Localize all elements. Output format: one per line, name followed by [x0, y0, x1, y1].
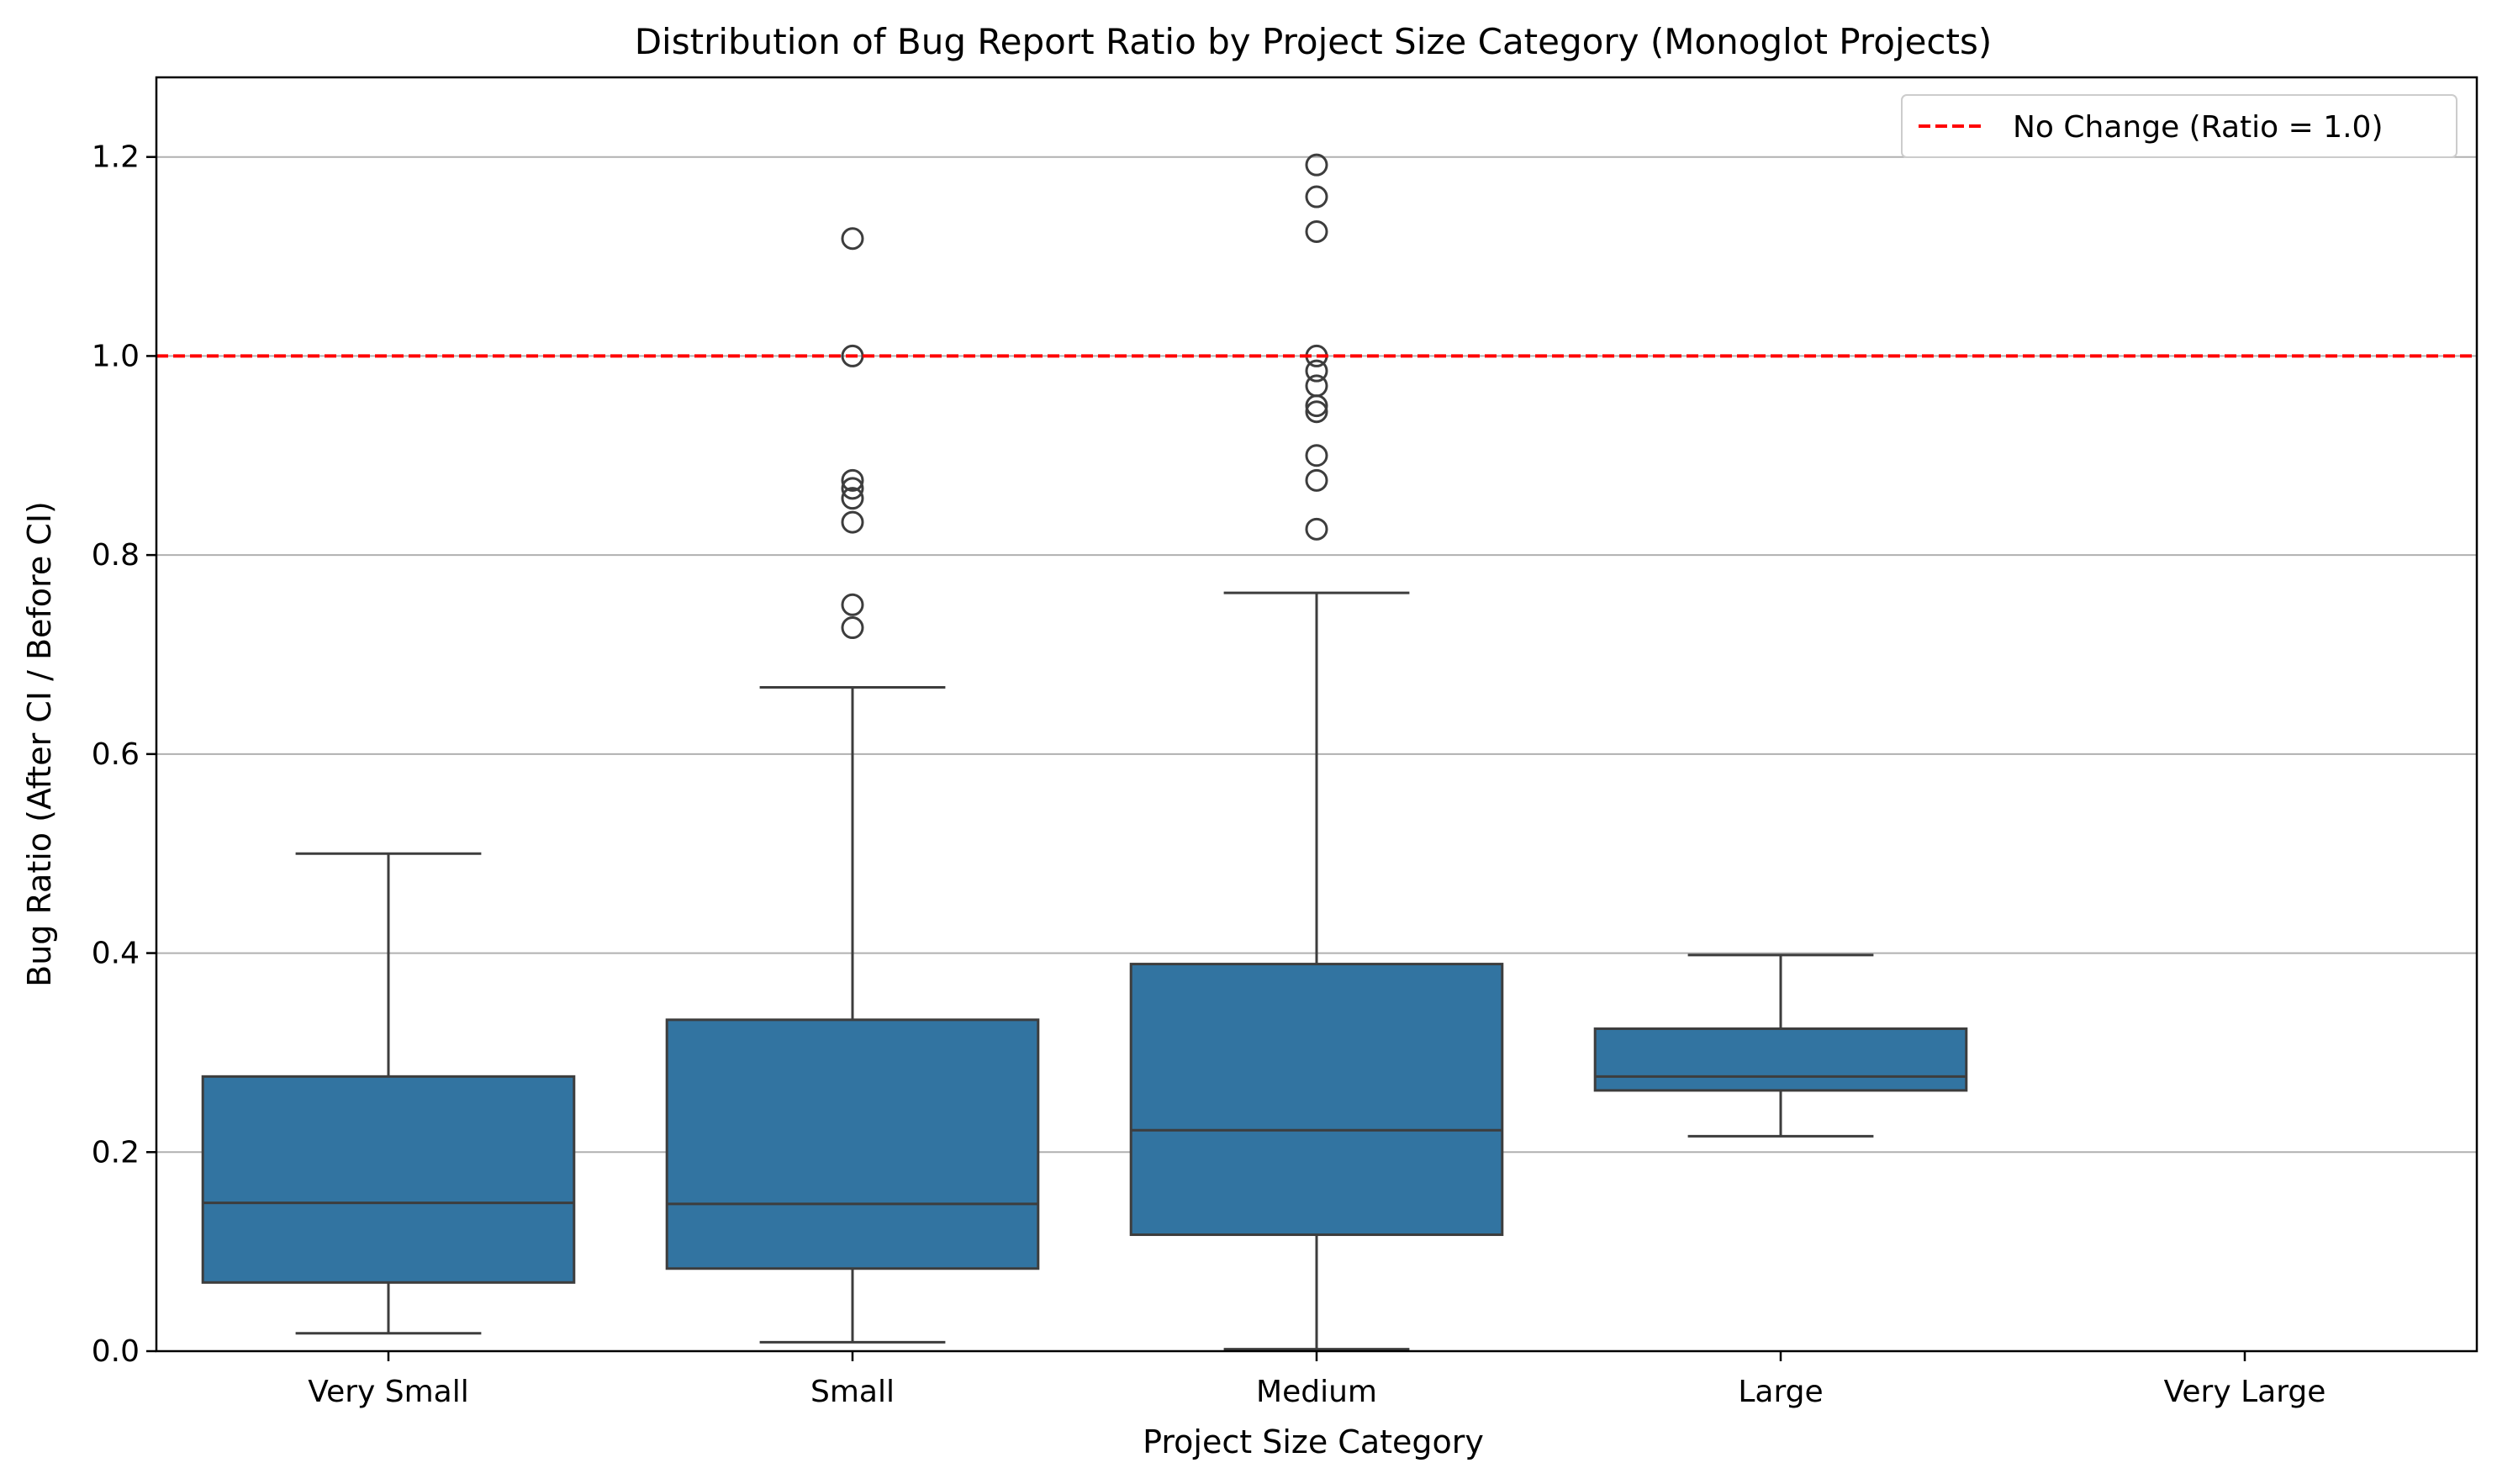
box-iqr [201, 1075, 576, 1284]
y-tick-label: 1.0 [92, 339, 140, 373]
box-iqr [665, 1018, 1040, 1270]
boxplot [201, 852, 576, 1335]
legend-label: No Change (Ratio = 1.0) [2013, 110, 2384, 145]
boxplot [1129, 153, 1504, 1351]
outlier-point [841, 477, 864, 500]
outlier-point [1305, 394, 1328, 418]
y-tick-label: 0.0 [92, 1334, 140, 1369]
outlier-point [841, 616, 864, 640]
outlier-point [1305, 219, 1328, 243]
x-tick-label: Very Large [2164, 1375, 2326, 1409]
box-iqr [1129, 963, 1504, 1237]
x-axis-ticks: Very Small Small Medium Large Very Large [308, 1351, 2325, 1409]
outlier-point [1305, 153, 1328, 177]
x-axis-label: Project Size Category [1143, 1423, 1484, 1460]
legend: No Change (Ratio = 1.0) [1901, 94, 2457, 158]
outlier-point [1305, 374, 1328, 398]
y-axis-ticks: 0.0 0.2 0.4 0.6 0.8 1.0 1.2 [92, 140, 156, 1369]
box-iqr [1593, 1027, 1968, 1092]
outlier-point [1305, 400, 1328, 424]
outlier-point [1305, 517, 1328, 541]
x-tick-label: Small [810, 1375, 895, 1409]
outlier-point [1305, 359, 1328, 383]
outlier-point [841, 227, 864, 251]
x-tick-label: Very Small [308, 1375, 469, 1409]
x-tick-label: Medium [1256, 1375, 1377, 1409]
outlier-point [841, 487, 864, 510]
y-tick-label: 0.2 [92, 1135, 140, 1170]
outlier-point [1305, 444, 1328, 467]
chart-title: Distribution of Bug Report Ratio by Proj… [635, 21, 1993, 62]
y-tick-label: 1.2 [92, 140, 140, 175]
outlier-point [1305, 468, 1328, 492]
outlier-point [841, 468, 864, 492]
boxplot [665, 227, 1040, 1344]
outlier-point [841, 593, 864, 616]
y-axis-label: Bug Ratio (After CI / Before CI) [21, 501, 58, 987]
outlier-point [841, 510, 864, 534]
legend-frame [1901, 94, 2457, 158]
boxplot [1593, 953, 1968, 1138]
boxplots [201, 153, 1968, 1351]
outlier-point [1305, 185, 1328, 209]
y-tick-label: 0.6 [92, 737, 140, 772]
x-tick-label: Large [1738, 1375, 1823, 1409]
y-tick-label: 0.4 [92, 937, 140, 971]
y-tick-label: 0.8 [92, 538, 140, 573]
